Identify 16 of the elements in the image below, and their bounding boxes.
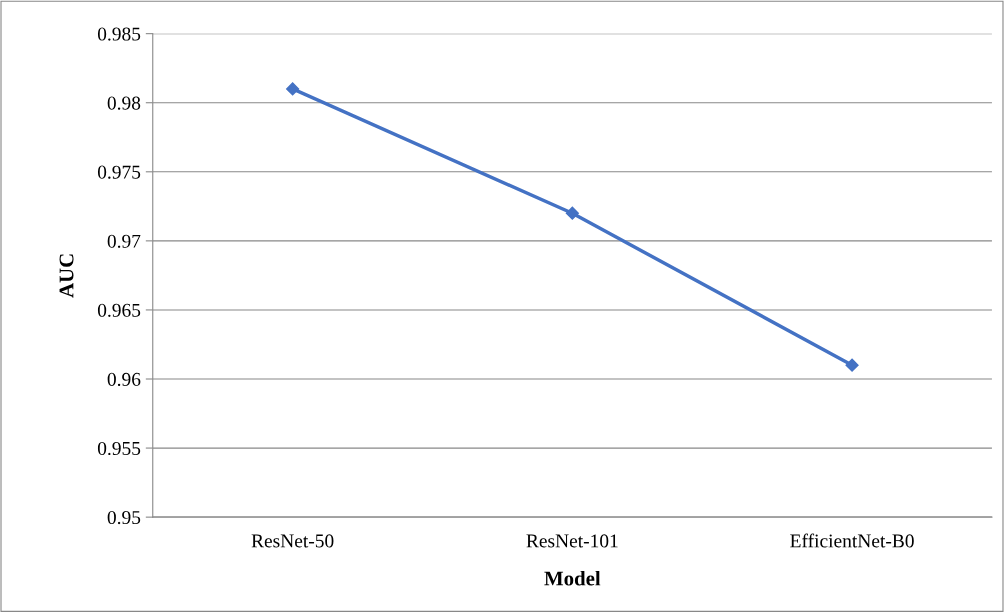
x-tick-label: ResNet-50 bbox=[251, 534, 334, 548]
y-tick-label: 0.965 bbox=[97, 303, 141, 317]
y-tick-label: 0.96 bbox=[107, 372, 141, 387]
x-axis-title: Model bbox=[544, 570, 601, 586]
point bbox=[565, 206, 579, 220]
y-tick-label: 0.985 bbox=[97, 27, 141, 41]
point bbox=[286, 82, 300, 96]
y-axis-title: AUC bbox=[59, 254, 74, 298]
y-tick-label: 0.975 bbox=[97, 165, 141, 179]
y-tick-label: 0.955 bbox=[97, 441, 141, 456]
x-tick-label: EfficientNet-B0 bbox=[790, 533, 914, 548]
y-tick-label: 0.98 bbox=[107, 96, 141, 110]
point bbox=[845, 358, 859, 372]
x-tick-label: ResNet-101 bbox=[526, 534, 618, 548]
y-tick-label: 0.95 bbox=[107, 510, 141, 525]
y-tick-label: 0.97 bbox=[107, 234, 141, 248]
